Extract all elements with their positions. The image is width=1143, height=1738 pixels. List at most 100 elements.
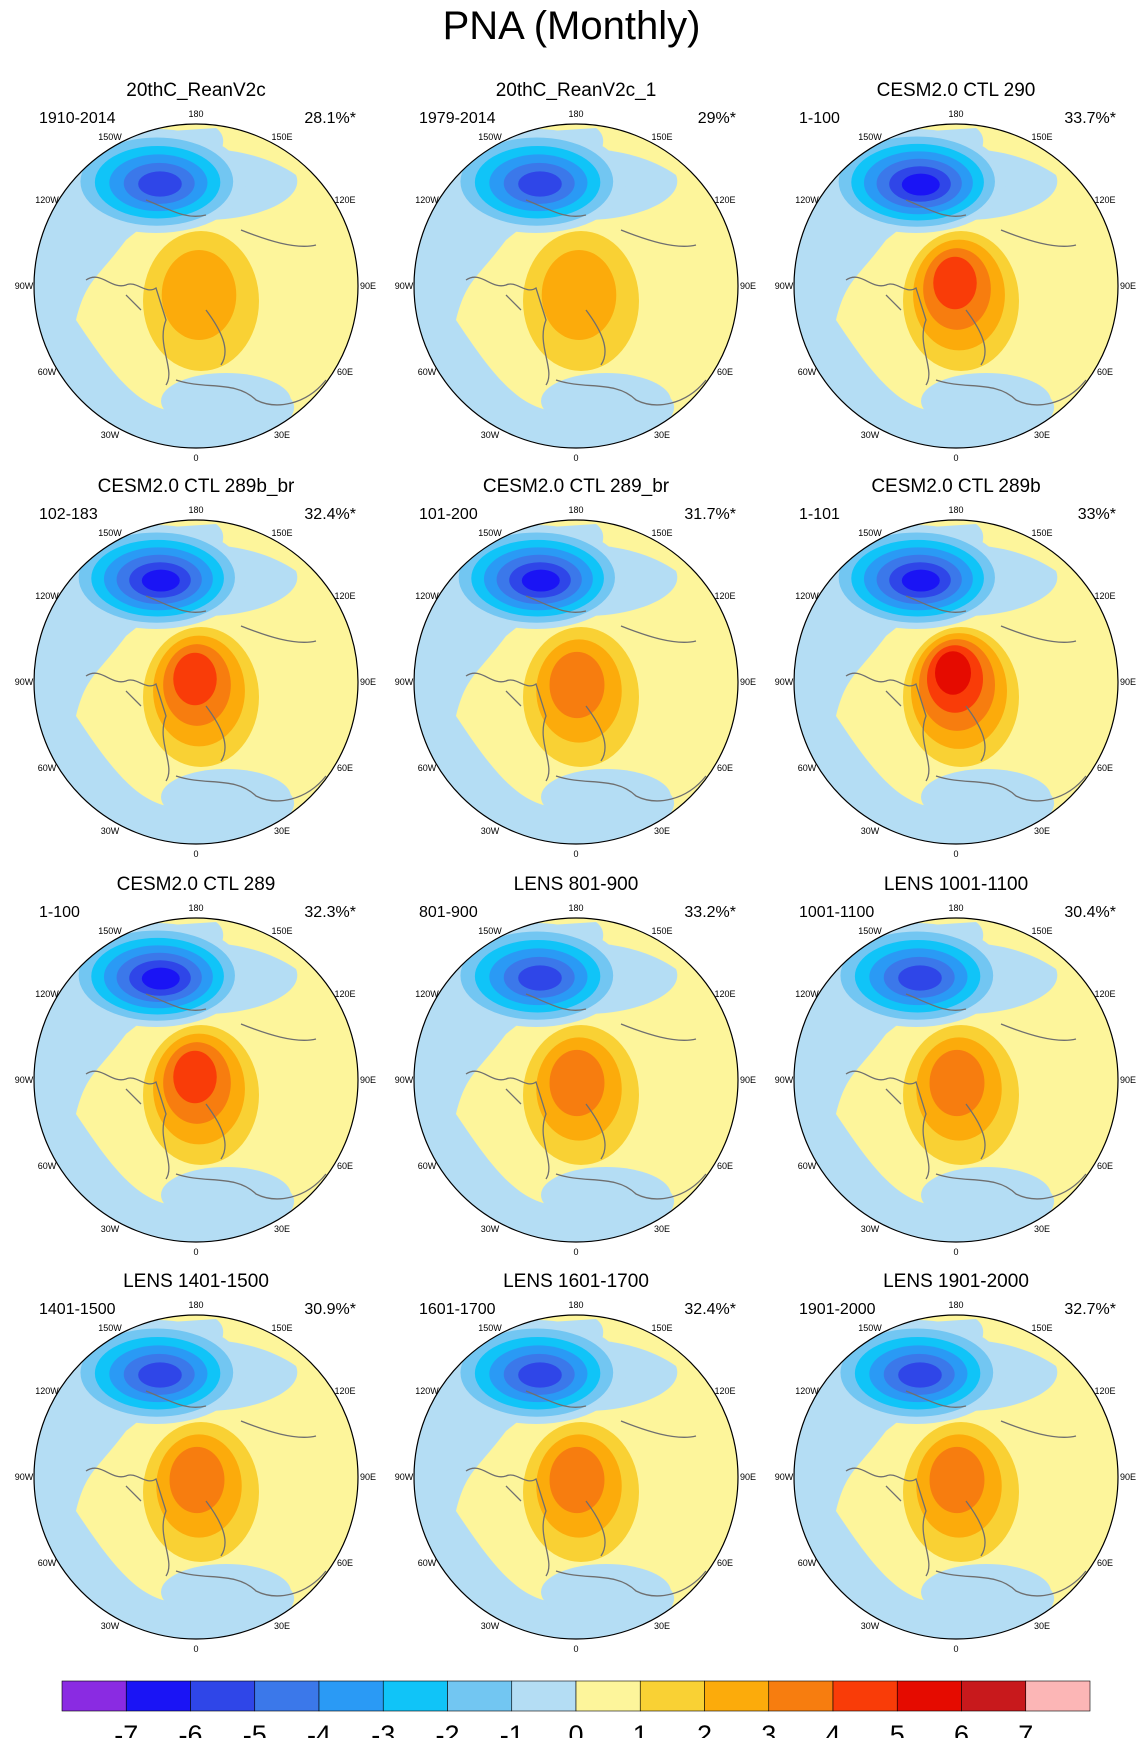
- contour-fill-negative: [541, 1564, 671, 1620]
- longitude-label: 120E: [334, 195, 355, 205]
- contour-fill-positive: [161, 250, 237, 340]
- longitude-label: 180: [188, 505, 203, 515]
- longitude-label: 180: [948, 1300, 963, 1310]
- panel-variance-percent: 32.4%*: [684, 1301, 736, 1318]
- panel-period: 1001-1100: [799, 904, 875, 921]
- longitude-label: 0: [953, 849, 958, 859]
- longitude-label: 60E: [337, 367, 353, 377]
- coastline: [845, 199, 1087, 406]
- longitude-label: 60E: [717, 763, 733, 773]
- panel-variance-percent: 29%*: [697, 110, 736, 127]
- longitude-label: 120W: [795, 1386, 819, 1396]
- longitude-label: 60E: [1097, 1161, 1113, 1171]
- longitude-label: 30W: [101, 1224, 120, 1234]
- panel-period: 1401-1500: [39, 1301, 116, 1318]
- longitude-label: 60E: [1097, 367, 1113, 377]
- longitude-label: 90W: [15, 1075, 34, 1085]
- longitude-label: 30W: [481, 826, 500, 836]
- panel-variance-percent: 32.7%*: [1064, 1301, 1116, 1318]
- colorbar-tick-label: -2: [435, 1720, 459, 1738]
- panel-variance-percent: 28.1%*: [304, 110, 356, 127]
- contour-fill-positive: [549, 1446, 605, 1514]
- longitude-label: 60W: [418, 1558, 437, 1568]
- map-panel: CESM2.0 CTL 289b 1-101 33%* 180 150E 120E 90E 6…: [766, 476, 1143, 876]
- map-boundary: [413, 917, 739, 1243]
- map-panel: 20thC_ReanV2c_1 1979-2014 29%* 180 150E 120E 9…: [386, 80, 766, 480]
- contour-fill-negative: [898, 965, 942, 991]
- longitude-label: 0: [953, 1644, 958, 1654]
- colorbar-swatch: [125, 1680, 191, 1712]
- longitude-label: 150E: [651, 926, 672, 936]
- contour-fill-positive: [173, 652, 217, 706]
- map-panel: LENS 1401-1500 1401-1500 30.9%* 180 150E 120E…: [6, 1271, 386, 1671]
- panel-variance-percent: 33.2%*: [684, 904, 736, 921]
- contour-fill-positive: [929, 1049, 985, 1117]
- longitude-label: 150W: [478, 528, 502, 538]
- longitude-label: 120W: [35, 989, 59, 999]
- coastline: [465, 1390, 707, 1597]
- longitude-label: 150W: [858, 926, 882, 936]
- colorbar-tick-label: 5: [890, 1720, 905, 1738]
- longitude-label: 30E: [1034, 1621, 1050, 1631]
- longitude-label: 120W: [35, 591, 59, 601]
- map-panel: CESM2.0 CTL 289 1-100 32.3%* 180 150E 120E 90E…: [6, 874, 386, 1274]
- longitude-label: 120W: [35, 1386, 59, 1396]
- contour-fill-negative: [161, 769, 291, 825]
- panel-period: 1910-2014: [39, 110, 116, 127]
- longitude-label: 60E: [337, 1161, 353, 1171]
- panel-period: 801-900: [419, 904, 478, 921]
- longitude-label: 30E: [274, 826, 290, 836]
- panel-period: 1901-2000: [799, 1301, 876, 1318]
- longitude-label: 0: [573, 1247, 578, 1257]
- contour-fill-negative: [921, 373, 1051, 429]
- panel-title: LENS 1901-2000: [883, 1271, 1029, 1292]
- colorbar-swatch: [961, 1680, 1027, 1712]
- colorbar-swatch: [190, 1680, 256, 1712]
- colorbar-swatch: [447, 1680, 513, 1712]
- polar-map: 180 150E 120E 90E 60E 30E 0 30W 60W 90W 120W 150W: [15, 505, 376, 859]
- panel-title: CESM2.0 CTL 289b_br: [97, 476, 295, 497]
- polar-map: 180 150E 120E 90E 60E 30E 0 30W 60W 90W 120W 150W: [775, 505, 1136, 859]
- longitude-label: 90E: [1120, 1472, 1136, 1482]
- longitude-label: 180: [948, 505, 963, 515]
- colorbar-tick-label: 4: [825, 1720, 840, 1738]
- longitude-label: 90W: [395, 1075, 414, 1085]
- polar-map: 180 150E 120E 90E 60E 30E 0 30W 60W 90W 120W 150W: [775, 903, 1136, 1257]
- longitude-label: 90E: [740, 281, 756, 291]
- longitude-label: 180: [948, 109, 963, 119]
- longitude-label: 0: [573, 849, 578, 859]
- colorbar-swatch: [254, 1680, 320, 1712]
- longitude-label: 60W: [418, 763, 437, 773]
- longitude-label: 90W: [395, 1472, 414, 1482]
- contour-fill-positive: [541, 250, 617, 340]
- map-boundary: [33, 1314, 359, 1640]
- longitude-label: 60E: [717, 367, 733, 377]
- colorbar-swatch: [768, 1680, 834, 1712]
- longitude-label: 30W: [101, 826, 120, 836]
- contour-fill-positive: [933, 256, 977, 310]
- coastline: [85, 595, 327, 802]
- longitude-label: 30E: [274, 1621, 290, 1631]
- longitude-label: 120W: [795, 195, 819, 205]
- longitude-label: 150W: [858, 528, 882, 538]
- longitude-label: 60E: [717, 1161, 733, 1171]
- colorbar-tick-label: 0: [568, 1720, 583, 1738]
- map-boundary: [33, 519, 359, 845]
- longitude-label: 30W: [861, 1621, 880, 1631]
- longitude-label: 120E: [714, 989, 735, 999]
- contour-fill-negative: [141, 569, 180, 592]
- longitude-label: 120E: [1094, 1386, 1115, 1396]
- map-boundary: [793, 519, 1119, 845]
- longitude-label: 30E: [274, 430, 290, 440]
- map-panel: CESM2.0 CTL 289_br 101-200 31.7%* 180 150E 12…: [386, 476, 766, 876]
- longitude-label: 30W: [861, 430, 880, 440]
- map-panel: LENS 1901-2000 1901-2000 32.7%* 180 150E 120E…: [766, 1271, 1143, 1671]
- longitude-label: 120E: [714, 195, 735, 205]
- longitude-label: 0: [193, 453, 198, 463]
- contour-fill-negative: [518, 171, 562, 197]
- coastline: [465, 199, 707, 406]
- colorbar-tick-label: 2: [697, 1720, 712, 1738]
- contour-fill-positive: [929, 1446, 985, 1514]
- contour-fill-negative: [138, 1362, 182, 1388]
- panel-title: LENS 1401-1500: [123, 1271, 269, 1292]
